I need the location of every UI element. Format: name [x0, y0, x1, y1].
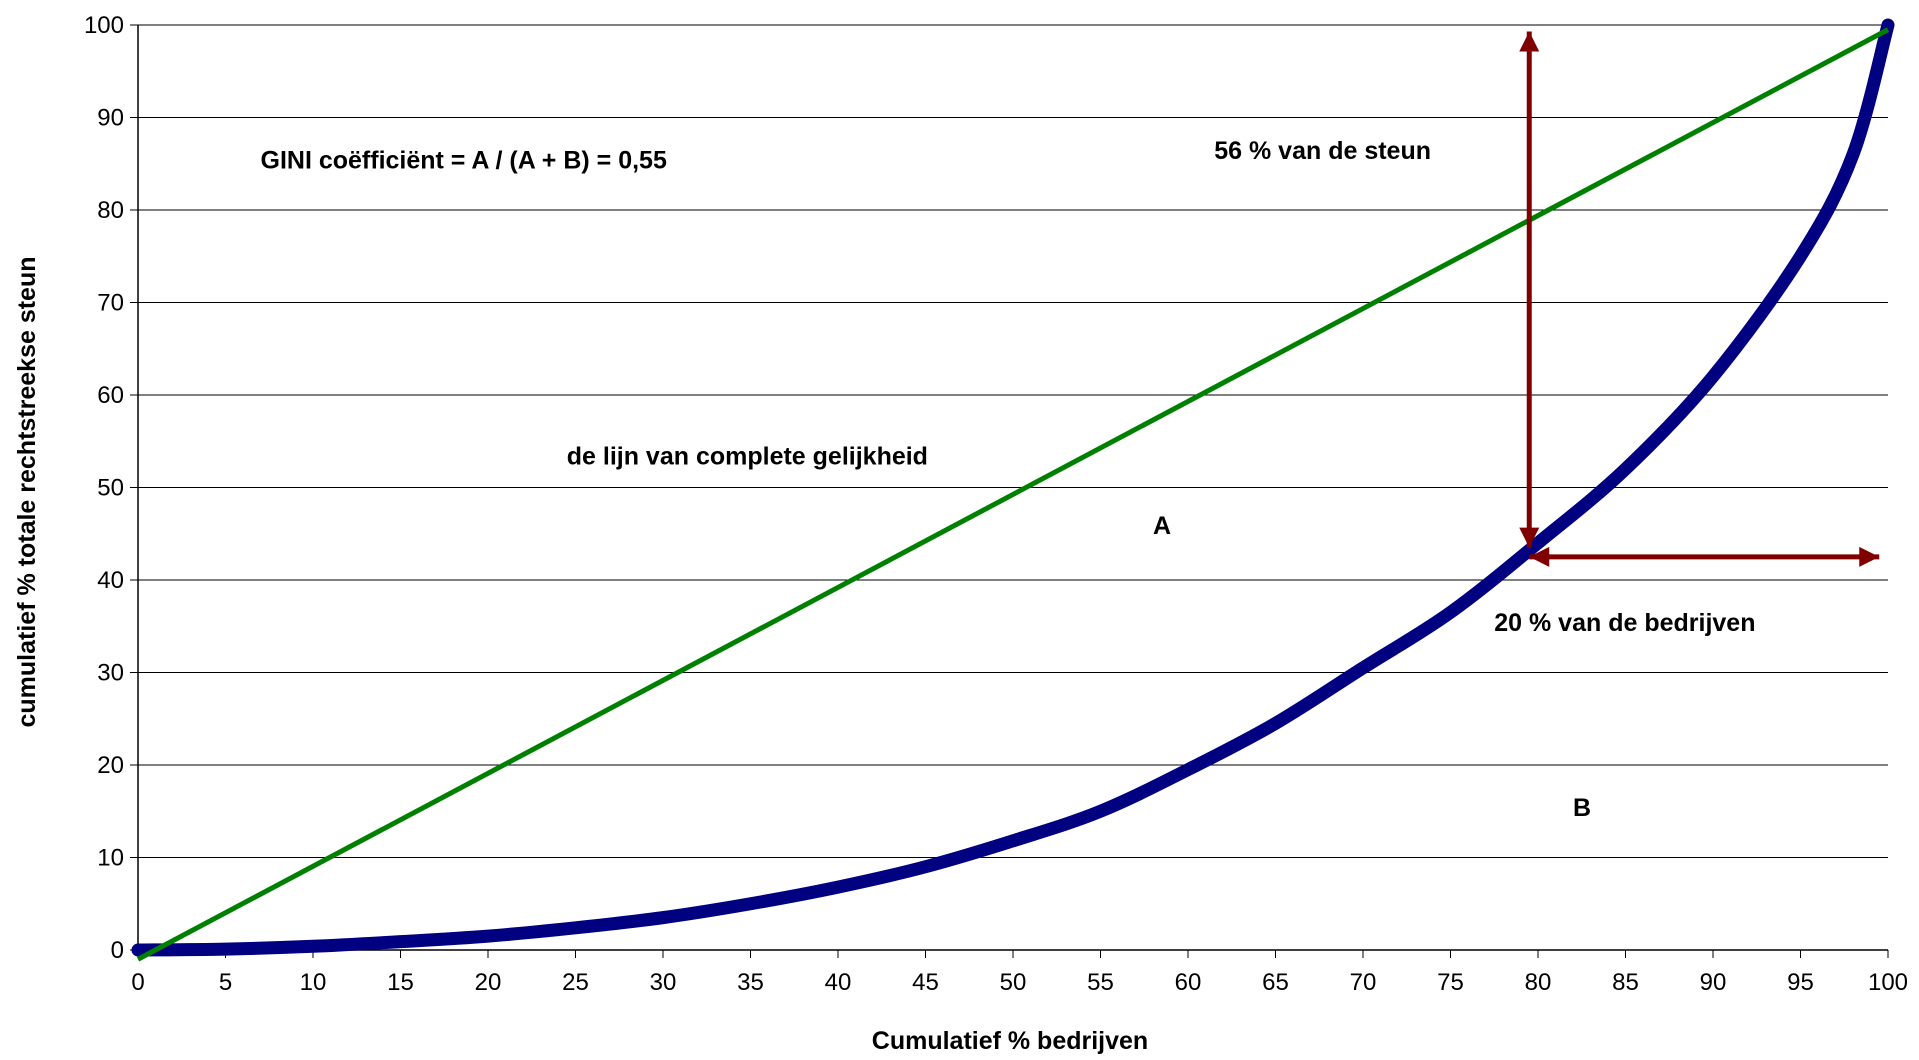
y-tick-label: 30	[97, 660, 124, 687]
x-tick-label: 45	[912, 969, 939, 996]
x-axis-title: Cumulatief % bedrijven	[872, 1027, 1148, 1055]
annotation-label: 56 % van de steun	[1214, 137, 1431, 165]
arrow-head-down	[1519, 527, 1540, 548]
x-tick-label: 35	[737, 969, 764, 996]
x-tick-label: 50	[1000, 969, 1027, 996]
y-tick-labels: 0 10 20 30 40 50 60 70 80 90 100	[84, 12, 124, 964]
arrow-head-right	[1859, 546, 1880, 567]
x-tick-label: 10	[300, 969, 327, 996]
x-tick-label: 80	[1525, 969, 1552, 996]
arrow-head-up	[1519, 31, 1540, 52]
y-tick-label: 40	[97, 567, 124, 594]
x-tick-label: 0	[131, 969, 144, 996]
x-tick-label: 30	[650, 969, 677, 996]
axes	[130, 24, 1889, 958]
annotations-layer: GINI coëfficiënt = A / (A + B) = 0,55 56 …	[261, 137, 1756, 822]
x-tick-label: 100	[1868, 969, 1908, 996]
y-tick-label: 50	[97, 475, 124, 502]
x-tick-label: 85	[1612, 969, 1639, 996]
y-axis-title: cumulatief % totale rechtstreekse steun	[13, 257, 41, 728]
arrows-layer	[1519, 31, 1880, 567]
y-tick-label: 100	[84, 12, 124, 39]
x-tick-label: 55	[1087, 969, 1114, 996]
arrow-head-left	[1529, 546, 1550, 567]
x-tick-label: 5	[219, 969, 232, 996]
annotation-label: B	[1573, 794, 1591, 822]
y-tick-label: 0	[111, 937, 124, 964]
y-tick-label: 90	[97, 105, 124, 132]
x-tick-label: 65	[1262, 969, 1289, 996]
x-tick-labels: 0 5 10 15 20 25 30 35 40 45 50 55 60 65 70 75 80 85 90 95 10…	[131, 969, 1908, 996]
series-layer	[131, 18, 1895, 962]
annotation-label: 20 % van de bedrijven	[1494, 609, 1755, 637]
x-tick-label: 90	[1700, 969, 1727, 996]
y-tick-label: 80	[97, 197, 124, 224]
x-tick-label: 70	[1350, 969, 1377, 996]
x-tick-label: 75	[1437, 969, 1464, 996]
x-tick-label: 95	[1787, 969, 1814, 996]
annotation-label: de lijn van complete gelijkheid	[567, 442, 928, 470]
y-tick-label: 60	[97, 382, 124, 409]
annotation-label: GINI coëfficiënt = A / (A + B) = 0,55	[261, 146, 667, 174]
y-tick-label: 20	[97, 752, 124, 779]
x-tick-label: 40	[825, 969, 852, 996]
x-tick-label: 25	[562, 969, 589, 996]
x-tick-label: 20	[475, 969, 502, 996]
annotation-label: A	[1153, 512, 1171, 540]
x-tick-label: 15	[387, 969, 414, 996]
y-tick-label: 10	[97, 845, 124, 872]
lorenz-curve-line	[131, 18, 1895, 957]
x-tick-label: 60	[1175, 969, 1202, 996]
equality-line	[136, 27, 1890, 962]
y-tick-label: 70	[97, 290, 124, 317]
grid-lines	[138, 24, 1888, 858]
